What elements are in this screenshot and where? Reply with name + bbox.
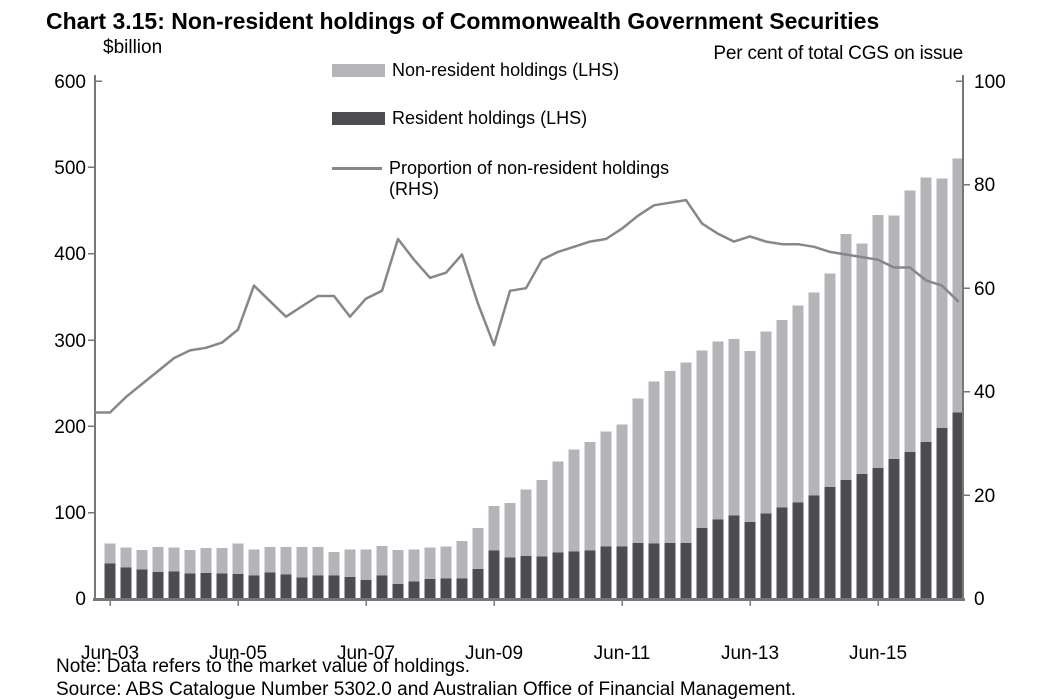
legend-label: Resident holdings (LHS): [392, 108, 588, 128]
right-axis-tick-label: 40: [974, 382, 995, 403]
right-axis-tick-label: 100: [974, 72, 1006, 93]
left-axis-tick-label: 600: [54, 72, 86, 93]
chart-source: Source: ABS Catalogue Number 5302.0 and …: [56, 679, 797, 700]
left-axis-tick-label: 400: [54, 244, 86, 265]
chart-note: Note: Data refers to the market value of…: [56, 656, 470, 677]
axes: [88, 75, 970, 606]
legend-item-non-resident: Non-resident holdings (LHS): [332, 60, 702, 81]
x-axis-tick-label: Jun-03: [81, 643, 139, 664]
right-axis-tick-label: 60: [974, 279, 995, 300]
left-axis-tick-label: 0: [75, 589, 86, 610]
x-axis-tick-label: Jun-13: [721, 643, 779, 664]
left-axis-tick-label: 300: [54, 331, 86, 352]
non-resident-swatch-icon: [332, 64, 385, 77]
right-axis-tick-labels: 100 80 60 40 20 0: [974, 72, 1006, 610]
x-axis-tick-label: Jun-11: [594, 643, 651, 664]
left-axis-tick-label: 200: [54, 417, 86, 438]
right-axis-title: Per cent of total CGS on issue: [713, 43, 963, 64]
resident-swatch-icon: [332, 112, 385, 125]
non-resident-bars-series: [104, 158, 962, 584]
x-axis-tick-label: Jun-05: [209, 643, 267, 664]
left-axis-tick-label: 100: [54, 503, 86, 524]
chart-title: Chart 3.15: Non-resident holdings of Com…: [46, 8, 880, 34]
x-axis-tick-label: Jun-09: [465, 643, 523, 664]
right-axis-tick-label: 20: [974, 486, 995, 507]
left-axis-title: $billion: [103, 37, 163, 58]
left-axis-tick-label: 500: [54, 158, 86, 179]
legend-label: Non-resident holdings (LHS): [392, 60, 620, 80]
right-axis-tick-label: 0: [974, 589, 985, 610]
left-axis-tick-labels: 600 500 400 300 200 100 0: [54, 72, 86, 610]
proportion-line-series: [94, 198, 960, 414]
legend-item-resident: Resident holdings (LHS): [332, 108, 702, 129]
x-axis-tick-label: Jun-07: [337, 643, 395, 664]
legend-item-proportion: Proportion of non-resident holdings (RHS…: [332, 158, 699, 200]
resident-bars-series: [104, 412, 962, 599]
right-axis-tick-label: 80: [974, 175, 995, 196]
x-axis-tick-labels: Jun-03 Jun-05 Jun-07 Jun-09 Jun-11 Jun-1…: [81, 643, 907, 664]
proportion-line-swatch-icon: [332, 167, 382, 170]
legend-label: Proportion of non-resident holdings (RHS…: [389, 158, 670, 199]
x-axis-tick-label: Jun-15: [849, 643, 907, 664]
